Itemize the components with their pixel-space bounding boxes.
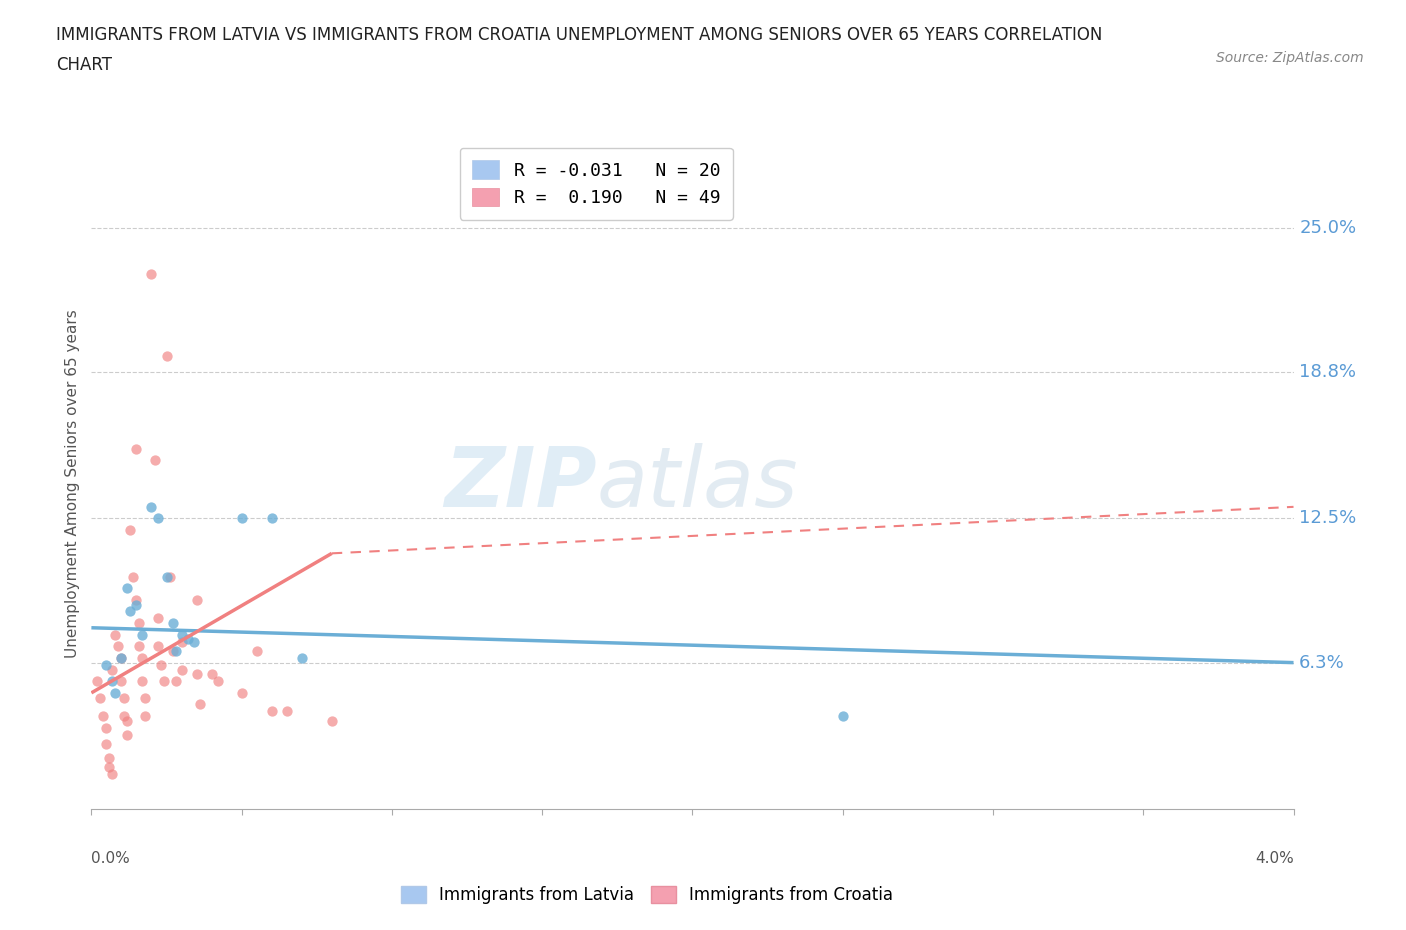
Point xyxy=(162,644,184,658)
Point xyxy=(143,453,166,468)
Point xyxy=(125,597,148,612)
Text: CHART: CHART xyxy=(56,56,112,73)
Point xyxy=(246,644,269,658)
Point xyxy=(131,673,153,688)
Point xyxy=(201,667,224,682)
Text: 6.3%: 6.3% xyxy=(1299,654,1346,671)
Point xyxy=(117,727,139,742)
Point xyxy=(125,592,148,607)
Text: Source: ZipAtlas.com: Source: ZipAtlas.com xyxy=(1216,51,1364,65)
Text: atlas: atlas xyxy=(596,443,799,525)
Point xyxy=(207,673,229,688)
Point xyxy=(159,569,181,584)
Point xyxy=(170,662,193,677)
Text: ZIP: ZIP xyxy=(444,443,596,525)
Point xyxy=(104,685,127,700)
Point xyxy=(152,673,174,688)
Point xyxy=(128,639,150,654)
Point xyxy=(831,709,853,724)
Point xyxy=(149,658,172,672)
Point xyxy=(122,569,145,584)
Point xyxy=(107,639,129,654)
Point xyxy=(110,673,132,688)
Point xyxy=(114,690,136,705)
Point xyxy=(117,580,139,595)
Point xyxy=(117,713,139,728)
Point xyxy=(86,673,108,688)
Point xyxy=(110,651,132,666)
Point xyxy=(170,634,193,649)
Point xyxy=(146,512,169,526)
Point xyxy=(96,720,118,735)
Point xyxy=(128,616,150,631)
Text: 12.5%: 12.5% xyxy=(1299,510,1357,527)
Legend: Immigrants from Latvia, Immigrants from Croatia: Immigrants from Latvia, Immigrants from … xyxy=(394,879,900,910)
Point xyxy=(170,628,193,643)
Point xyxy=(101,662,124,677)
Point xyxy=(141,267,163,282)
Point xyxy=(231,685,253,700)
Point xyxy=(114,709,136,724)
Point xyxy=(96,737,118,751)
Point xyxy=(155,569,177,584)
Y-axis label: Unemployment Among Seniors over 65 years: Unemployment Among Seniors over 65 years xyxy=(65,309,80,658)
Point xyxy=(101,673,124,688)
Point xyxy=(276,704,298,719)
Point xyxy=(321,713,343,728)
Point xyxy=(291,651,314,666)
Text: 25.0%: 25.0% xyxy=(1299,219,1357,237)
Point xyxy=(176,632,198,647)
Point xyxy=(260,512,283,526)
Point xyxy=(231,512,253,526)
Point xyxy=(101,766,124,781)
Text: 0.0%: 0.0% xyxy=(91,851,131,866)
Point xyxy=(155,349,177,364)
Point xyxy=(162,616,184,631)
Point xyxy=(141,499,163,514)
Point xyxy=(120,604,142,619)
Point xyxy=(186,667,208,682)
Point xyxy=(98,751,121,765)
Point xyxy=(125,442,148,457)
Point xyxy=(131,628,153,643)
Point xyxy=(165,673,187,688)
Point xyxy=(134,709,156,724)
Point xyxy=(186,592,208,607)
Point xyxy=(98,760,121,775)
Point xyxy=(260,704,283,719)
Point xyxy=(146,611,169,626)
Point xyxy=(110,651,132,666)
Text: 18.8%: 18.8% xyxy=(1299,363,1357,381)
Point xyxy=(188,698,211,712)
Point xyxy=(104,628,127,643)
Point xyxy=(165,644,187,658)
Point xyxy=(183,634,205,649)
Point xyxy=(93,709,115,724)
Text: IMMIGRANTS FROM LATVIA VS IMMIGRANTS FROM CROATIA UNEMPLOYMENT AMONG SENIORS OVE: IMMIGRANTS FROM LATVIA VS IMMIGRANTS FRO… xyxy=(56,26,1102,44)
Point xyxy=(96,658,118,672)
Text: 4.0%: 4.0% xyxy=(1254,851,1294,866)
Point xyxy=(146,639,169,654)
Point xyxy=(134,690,156,705)
Point xyxy=(131,651,153,666)
Point xyxy=(120,523,142,538)
Legend: R = -0.031   N = 20, R =  0.190   N = 49: R = -0.031 N = 20, R = 0.190 N = 49 xyxy=(460,148,733,219)
Point xyxy=(89,690,111,705)
